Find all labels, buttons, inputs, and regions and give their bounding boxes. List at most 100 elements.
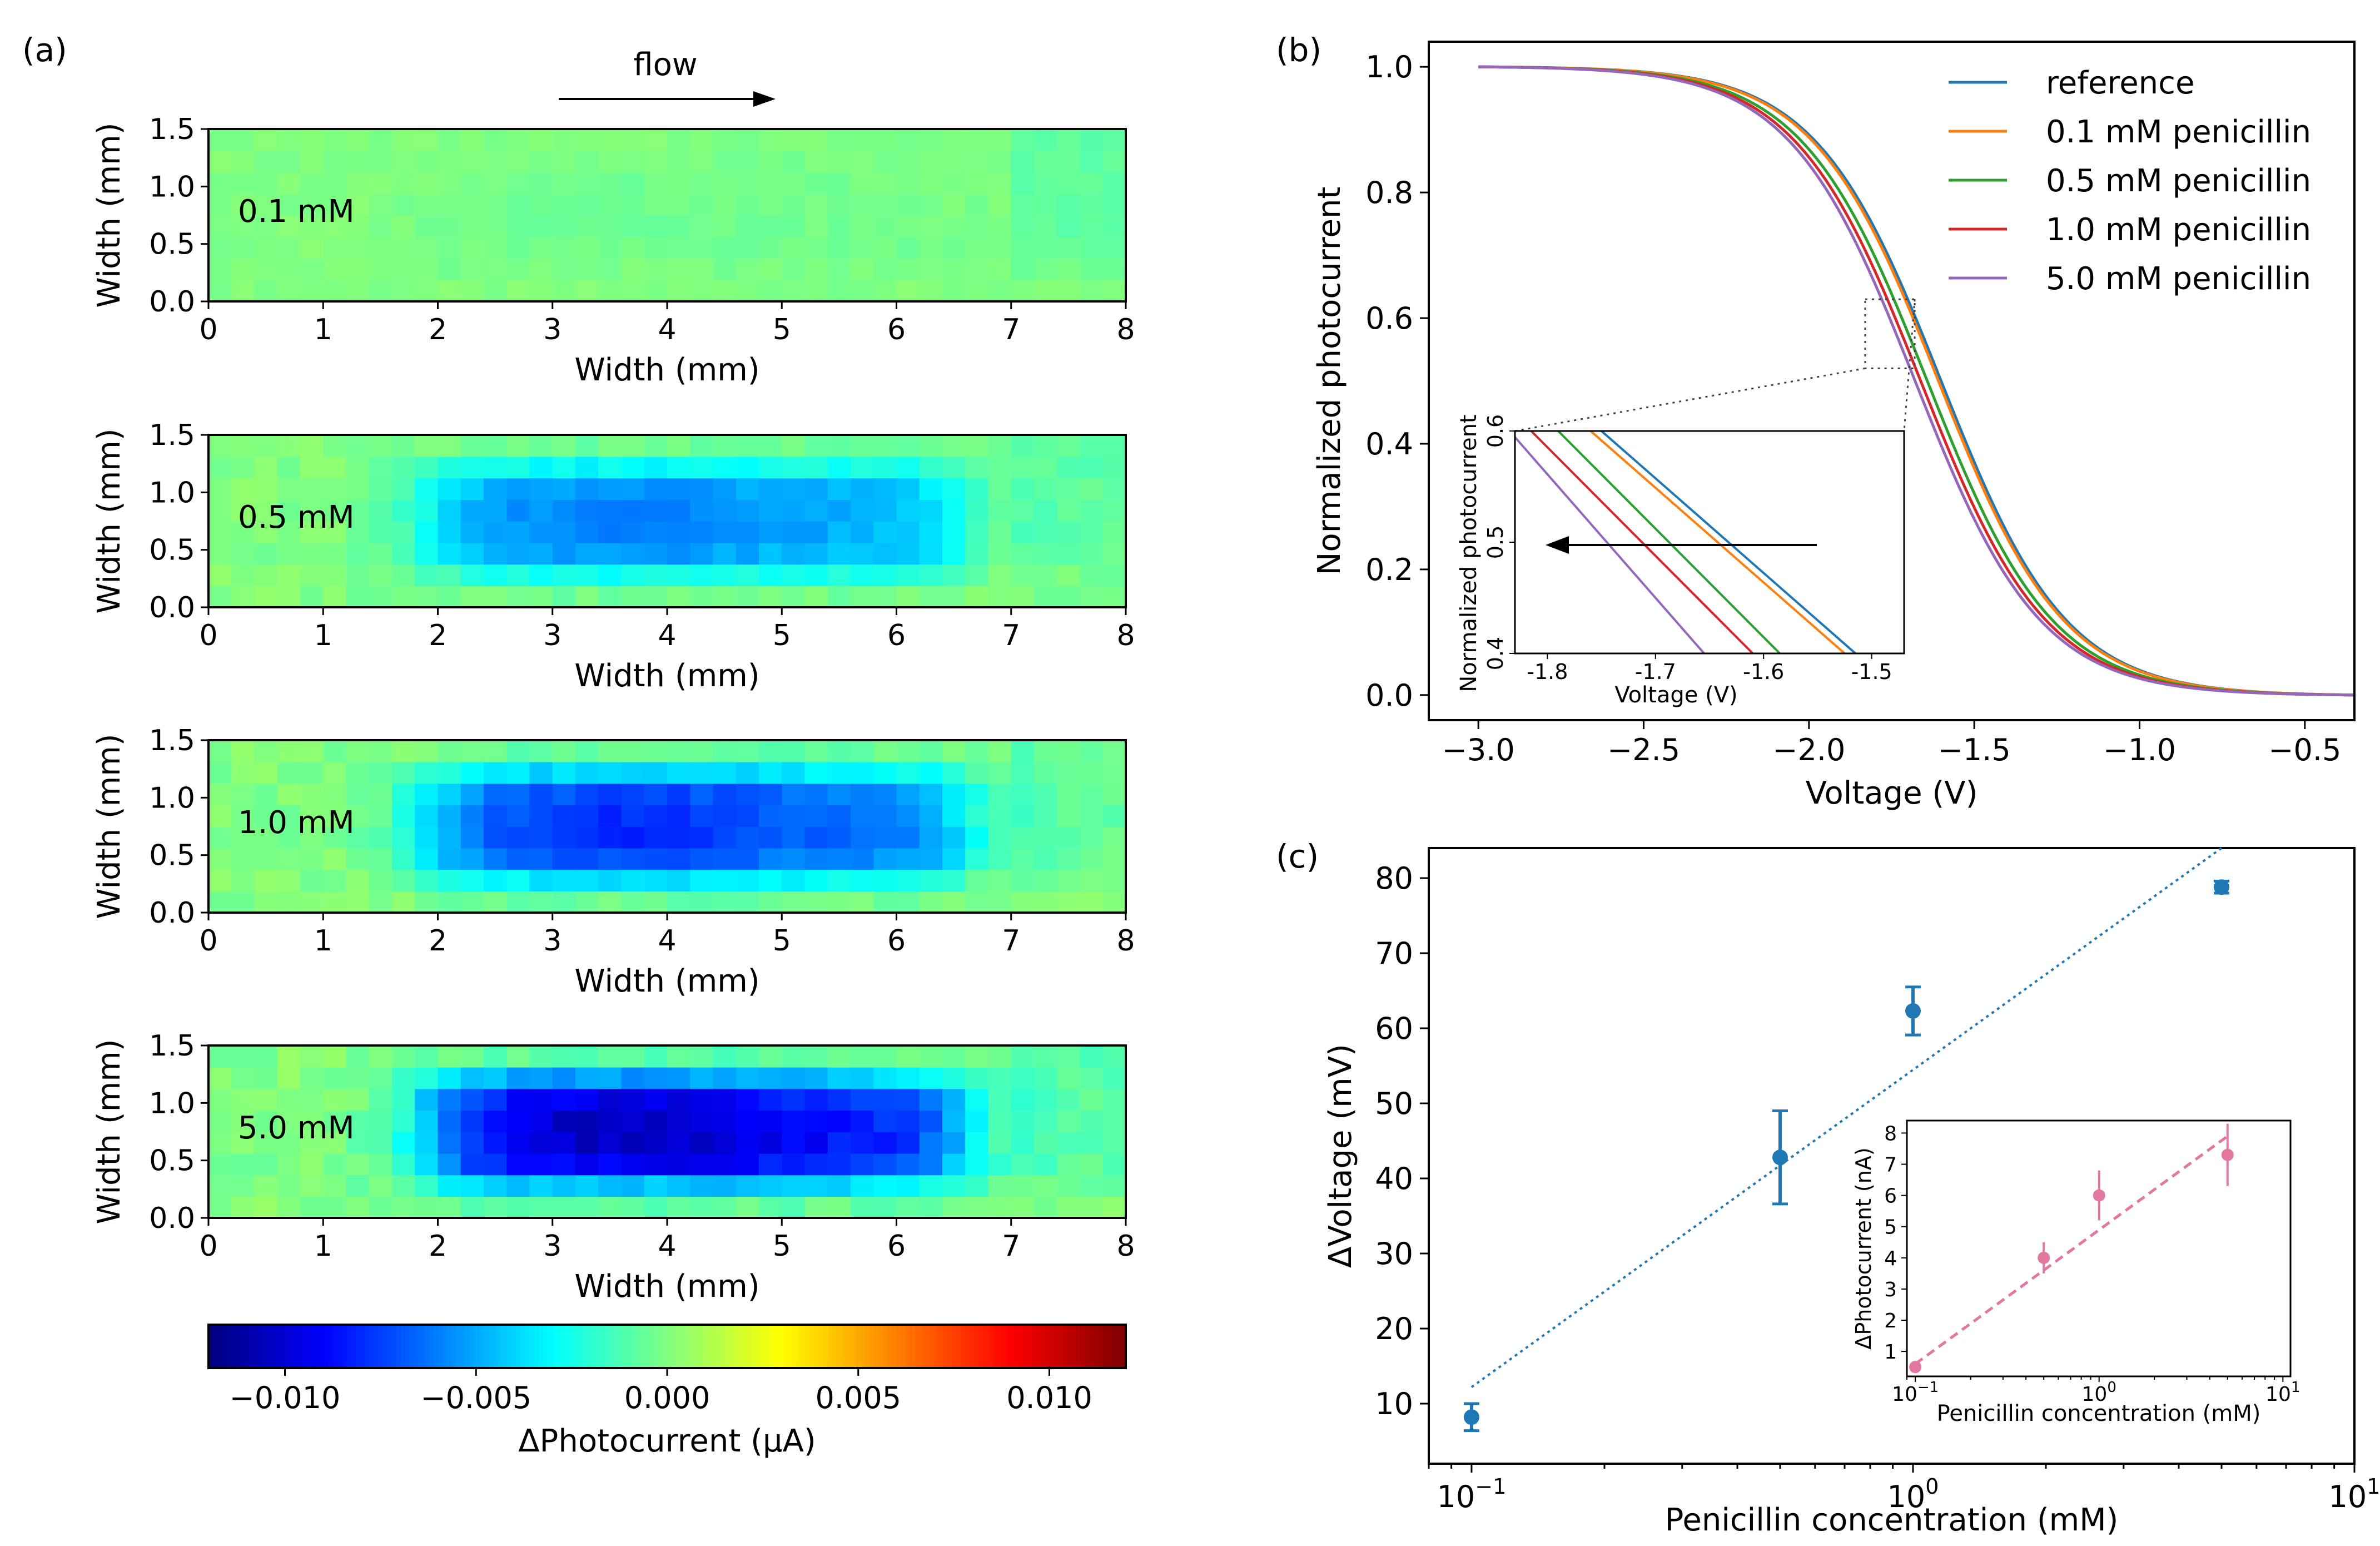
heatmap-cell — [552, 150, 576, 173]
heatmap-cell — [782, 869, 806, 892]
heatmap-cell — [736, 172, 759, 195]
heatmap-cell — [873, 1067, 897, 1089]
heatmap-cell — [736, 129, 759, 151]
heatmap-cell — [208, 564, 232, 587]
heatmap-cell — [369, 194, 392, 216]
heatmap-cell — [346, 1153, 370, 1176]
heatmap-cell — [621, 236, 645, 259]
heatmap-cell — [575, 499, 599, 522]
heatmap-cell — [804, 1175, 828, 1197]
heatmap-cell — [369, 1175, 392, 1197]
heatmap-cell — [484, 1132, 508, 1154]
heatmap-cell — [346, 761, 370, 784]
heatmap-cell — [277, 258, 301, 281]
heatmap-cell — [621, 150, 645, 173]
heatmap-cell — [851, 761, 875, 784]
heatmap-cell — [300, 1153, 324, 1176]
heatmap-cell — [208, 740, 232, 762]
colorbar-segment — [933, 1325, 938, 1368]
heatmap-cell — [392, 826, 416, 849]
colorbar-segment — [424, 1325, 429, 1368]
heatmap-cell — [759, 1153, 783, 1176]
colorbar-segment — [1071, 1325, 1076, 1368]
heatmap-cell — [460, 194, 484, 216]
colorbar-segment — [515, 1325, 521, 1368]
heatmap-cell — [965, 891, 989, 913]
x-tick-label: 7 — [1002, 313, 1020, 346]
heatmap-cell — [690, 215, 714, 237]
heatmap-cell — [919, 1175, 943, 1197]
heatmap-cell — [736, 435, 759, 457]
colorbar-segment — [713, 1325, 718, 1368]
heatmap-cell — [942, 1196, 966, 1218]
heatmap-cell — [392, 542, 416, 565]
heatmap-cell — [460, 805, 484, 827]
heatmap-cell — [919, 848, 943, 870]
heatmap-cell — [690, 1110, 714, 1132]
heatmap-cell — [231, 805, 255, 827]
heatmap-cell — [231, 848, 255, 870]
heatmap-cell — [1080, 1196, 1104, 1218]
colorbar-segment — [961, 1325, 966, 1368]
heatmap-cell — [644, 456, 668, 479]
heatmap-cell — [782, 499, 806, 522]
heatmap-cell — [254, 1110, 278, 1132]
heatmap-cell — [392, 150, 416, 173]
heatmap-cell — [690, 869, 714, 892]
heatmap-cell — [575, 150, 599, 173]
inset-y-tick-label: 7 — [1884, 1154, 1897, 1177]
heatmap-cell — [415, 564, 439, 587]
heatmap-cell — [804, 542, 828, 565]
heatmap-cell — [1011, 783, 1035, 806]
heatmap-cell — [575, 848, 599, 870]
heatmap-cell — [827, 740, 851, 762]
colorbar-segment — [841, 1325, 847, 1368]
heatmap-cell — [896, 1067, 920, 1089]
heatmap-cell — [598, 456, 622, 479]
heatmap-cell — [1034, 499, 1058, 522]
colorbar-tick-label: 0.010 — [1006, 1380, 1092, 1415]
heatmap-cell — [506, 435, 530, 457]
colorbar-segment — [947, 1325, 952, 1368]
heatmap-cell — [782, 586, 806, 608]
heatmap-cell — [208, 172, 232, 195]
heatmap-cell — [506, 456, 530, 479]
heatmap-cell — [369, 499, 392, 522]
heatmap-cell — [598, 564, 622, 587]
flow-label: flow — [633, 47, 697, 83]
heatmap-cell — [988, 805, 1012, 827]
heatmap-cell — [667, 891, 691, 913]
heatmap-cell — [231, 172, 255, 195]
heatmap-cell — [346, 1088, 370, 1111]
heatmap-cell — [919, 1045, 943, 1068]
heatmap-cell — [323, 848, 347, 870]
inset-y-tick-label: 0.4 — [1483, 637, 1508, 670]
heatmap-cell — [896, 280, 920, 302]
heatmap-cell — [988, 280, 1012, 302]
colorbar-segment — [759, 1325, 764, 1368]
heatmap-cell — [873, 280, 897, 302]
heatmap-cell — [575, 236, 599, 259]
colorbar-segment — [447, 1325, 453, 1368]
heatmap-cell — [942, 258, 966, 281]
heatmap-cell — [759, 891, 783, 913]
heatmap-cell — [1034, 1153, 1058, 1176]
heatmap-cell — [644, 1088, 668, 1111]
heatmap-cell — [369, 586, 392, 608]
colorbar-segment — [474, 1325, 480, 1368]
heatmap-cell — [254, 1045, 278, 1068]
y-tick-label: 1.0 — [149, 1087, 195, 1120]
heatmap-cell — [208, 783, 232, 806]
heatmap-cell — [346, 521, 370, 543]
heatmap-cell — [1080, 848, 1104, 870]
heatmap-cell — [896, 236, 920, 259]
heatmap-cell — [644, 783, 668, 806]
heatmap-cell — [736, 761, 759, 784]
heatmap-cell — [965, 1153, 989, 1176]
heatmap-cell — [392, 848, 416, 870]
heatmap-cell — [598, 1110, 622, 1132]
heatmap-cell — [759, 564, 783, 587]
heatmap-cell — [804, 1132, 828, 1154]
heatmap-cell — [1102, 258, 1126, 281]
heatmap-cell — [300, 1175, 324, 1197]
